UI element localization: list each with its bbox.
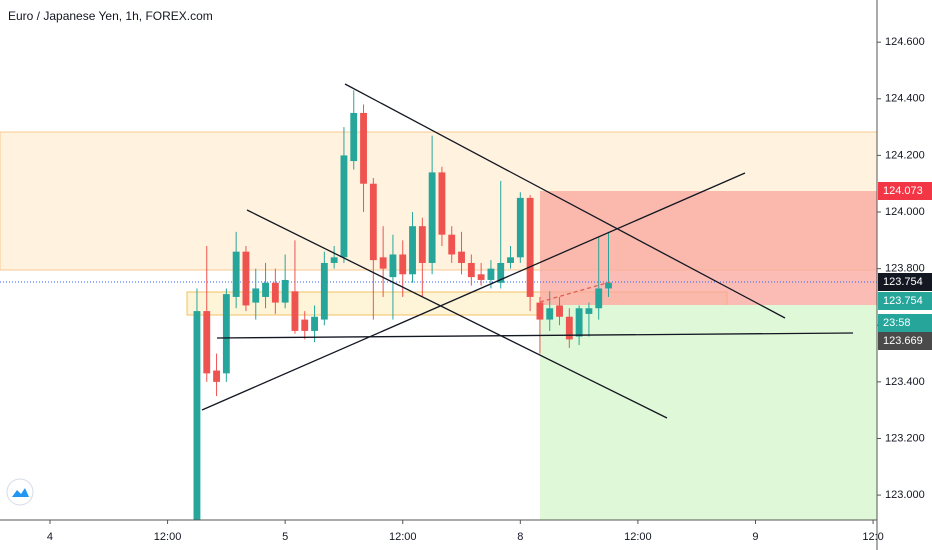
x-tick-label: 4	[47, 531, 53, 543]
time-axis-bg	[0, 520, 877, 550]
candle-body	[340, 155, 348, 258]
trendline	[344, 83, 786, 319]
candle-body	[585, 308, 593, 314]
candle-body	[311, 316, 318, 331]
candle-body	[565, 316, 573, 340]
candle-body	[350, 112, 358, 162]
candle-body	[369, 183, 377, 261]
price-label: 123.669	[883, 335, 923, 347]
projection	[539, 281, 611, 303]
candle-body	[428, 172, 436, 263]
y-tick-label: 123.000	[885, 489, 925, 501]
trendline	[201, 172, 746, 411]
x-tick-label: 5	[282, 531, 288, 543]
candle-body	[418, 226, 426, 263]
candle-body	[448, 234, 456, 255]
candle-body	[242, 251, 250, 306]
candle-body	[497, 262, 505, 283]
logo-circle[interactable]	[6, 478, 34, 506]
price-label-box	[878, 314, 932, 332]
y-tick-label: 123.200	[885, 432, 925, 444]
candle-body	[291, 291, 299, 331]
candle-body	[320, 262, 328, 320]
candle-body	[252, 288, 260, 303]
logo[interactable]	[6, 478, 34, 506]
x-tick-label: 8	[517, 531, 523, 543]
candle-body	[379, 257, 387, 269]
candle-body	[222, 294, 230, 374]
candle-body	[193, 311, 201, 521]
y-tick-label: 123.400	[885, 376, 925, 388]
candle-body	[526, 197, 534, 297]
candle-body	[409, 226, 416, 275]
x-tick-label: 9	[752, 531, 758, 543]
price-label: 124.073	[883, 185, 923, 197]
candle-body	[360, 112, 367, 184]
y-tick-label: 124.200	[885, 149, 925, 161]
candle-body	[595, 288, 603, 309]
price-label-box	[878, 182, 932, 200]
x-tick-label: 12:00	[624, 531, 652, 543]
price-label-box	[878, 332, 932, 350]
candle-body	[438, 172, 446, 235]
horizontal-line	[216, 332, 854, 339]
y-tick-label: 124.400	[885, 93, 925, 105]
x-tick-label: 12:0	[862, 531, 883, 543]
price-label-box	[878, 273, 932, 291]
candle-body	[467, 262, 475, 278]
price-label: 123.754	[883, 276, 923, 288]
candle-body	[399, 254, 407, 275]
candle-body	[575, 308, 583, 337]
price-label: 123.754	[883, 295, 923, 307]
candle-body	[546, 308, 554, 320]
chart-title: Euro / Japanese Yen, 1h, FOREX.com	[8, 9, 213, 23]
candle-body	[262, 282, 269, 297]
candle-body	[203, 311, 211, 374]
candle-body	[458, 251, 465, 263]
y-tick-label: 124.000	[885, 206, 925, 218]
candle-body	[271, 282, 279, 303]
price-label: 23:58	[883, 317, 911, 329]
price-label-box	[878, 292, 932, 310]
candle-body	[330, 257, 338, 263]
x-tick-label: 12:00	[389, 531, 417, 543]
y-tick-label: 123.800	[885, 263, 925, 275]
trendlines	[201, 83, 854, 419]
candle-body	[516, 197, 524, 258]
trendline	[246, 209, 668, 419]
candle-body	[301, 319, 309, 331]
candle-body	[536, 302, 544, 320]
candle-body	[389, 254, 397, 278]
candle-body	[507, 257, 514, 263]
target-zone	[540, 305, 877, 520]
logo-icon[interactable]	[12, 488, 29, 497]
candle-body	[605, 282, 612, 289]
candle-body	[487, 268, 495, 280]
x-tick-label: 12:00	[154, 531, 182, 543]
candle-body	[232, 251, 240, 297]
candle-body	[556, 305, 563, 317]
candle-body	[213, 370, 220, 382]
candle-body	[281, 279, 289, 303]
candles	[193, 90, 612, 521]
y-tick-label: 124.600	[885, 36, 925, 48]
candle-body	[477, 274, 485, 280]
